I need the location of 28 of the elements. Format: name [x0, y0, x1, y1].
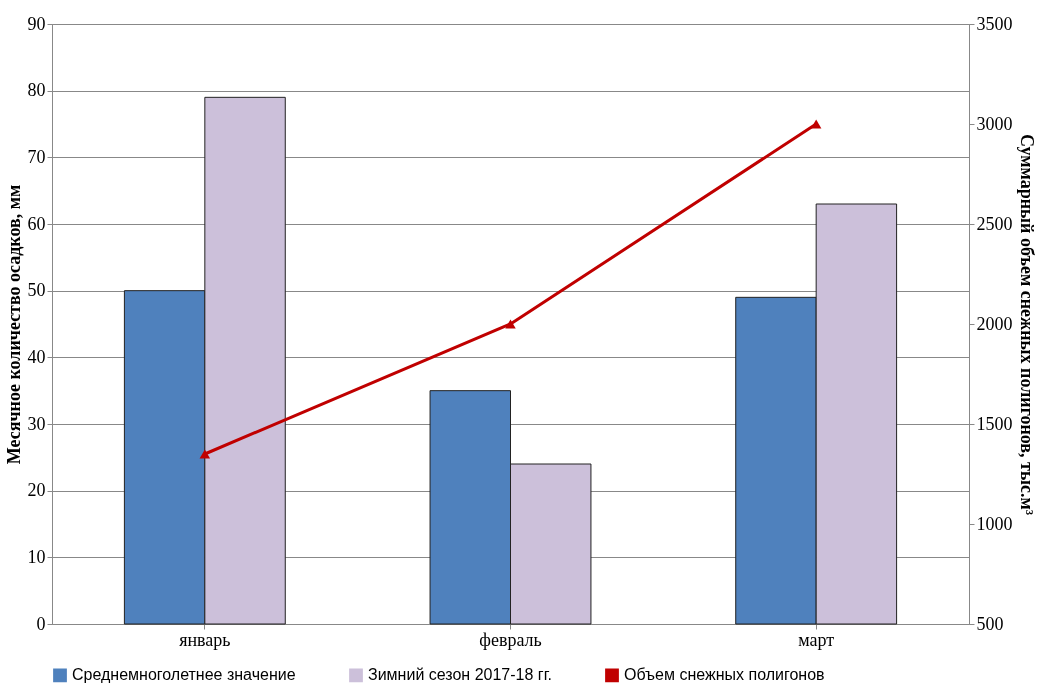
x-tick-label: январь — [179, 629, 231, 650]
y2-tick-label: 2000 — [976, 313, 1013, 334]
point — [199, 449, 211, 459]
legend-label: Среднемноголетнее значение — [72, 666, 296, 684]
y-tick-label: 30 — [27, 413, 46, 434]
y-tick-label: 0 — [36, 613, 46, 634]
point — [810, 119, 822, 129]
y-tick-label: 60 — [27, 213, 46, 234]
legend-label: Зимний сезон 2017-18 гг. — [368, 666, 552, 684]
point — [505, 319, 516, 329]
y-tick-label: 20 — [27, 480, 46, 501]
legend-label: Объем снежных полигонов — [624, 666, 825, 684]
y-tick-label: 10 — [27, 546, 46, 567]
y2-tick-label: 1000 — [976, 513, 1013, 534]
y-tick-label: 70 — [27, 146, 46, 167]
y-tick-label: 80 — [27, 80, 46, 101]
y2-tick-label: 3000 — [976, 113, 1013, 134]
x-tick-label: февраль — [479, 629, 542, 650]
y-tick-label: 90 — [27, 13, 46, 34]
y2-tick-label: 1500 — [976, 413, 1013, 434]
x-tick-label: март — [798, 629, 835, 650]
y2-tick-label: 500 — [976, 613, 1004, 634]
y2-axis-title: Суммарный объем снежных полигонов, тыс.м³ — [1016, 133, 1037, 516]
y-tick-label: 50 — [27, 280, 46, 301]
y2-tick-label: 3500 — [976, 13, 1013, 34]
y2-tick-label: 2500 — [976, 213, 1013, 234]
y-tick-label: 40 — [27, 346, 46, 367]
y-axis-title: Месячное количество осадков, мм — [3, 184, 24, 465]
